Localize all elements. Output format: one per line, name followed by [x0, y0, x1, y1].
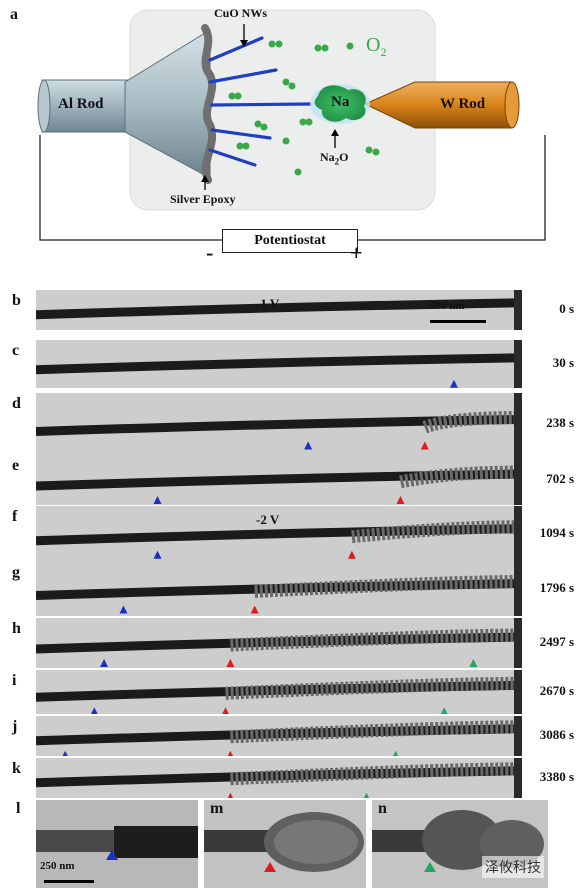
- scale-bar-label: 500 nm: [430, 300, 465, 312]
- tem-frame-d: [36, 393, 522, 455]
- tem-frame-i: [36, 670, 522, 714]
- panel-label-f: f: [12, 508, 18, 525]
- time-label: 0 s: [559, 301, 574, 316]
- time-label: 702 s: [546, 471, 574, 486]
- panel-label-n: n: [378, 800, 387, 817]
- cuo-nws-label: CuO NWs: [214, 6, 268, 20]
- minus-sign: -: [206, 240, 214, 265]
- panel-label-a: a: [10, 6, 18, 23]
- w-rod-label: W Rod: [440, 96, 486, 112]
- time-label: 238 s: [546, 415, 574, 430]
- time-label: 1094 s: [539, 525, 574, 540]
- panel-label-g: g: [12, 564, 20, 581]
- time-label: 2670 s: [539, 683, 574, 698]
- time-label: 3086 s: [539, 727, 574, 742]
- schematic-diagram: [37, 9, 546, 241]
- scale-bar-label-l: 250 nm: [40, 860, 75, 872]
- na-label: Na: [331, 94, 350, 110]
- panel-label-c: c: [12, 342, 20, 359]
- al-rod-label: Al Rod: [58, 96, 104, 112]
- panel-label-e: e: [12, 457, 20, 474]
- o2-label: O2: [366, 34, 387, 59]
- time-label: 30 s: [552, 355, 574, 370]
- tem-frame-h: [36, 618, 522, 668]
- na2o-label: Na2O: [320, 150, 349, 167]
- time-label: 3380 s: [539, 769, 574, 784]
- tem-frame-g: [36, 562, 522, 616]
- panel-label-h: h: [12, 620, 21, 637]
- potentiostat-box: Potentiostat: [222, 229, 358, 253]
- tem-frame-c: [36, 340, 522, 388]
- tem-panel-m: [204, 800, 366, 888]
- plus-sign: +: [350, 240, 363, 265]
- panel-label-k: k: [12, 760, 21, 777]
- voltage-label: -1 V: [256, 296, 280, 311]
- silver-epoxy-label: Silver Epoxy: [170, 192, 236, 206]
- watermark-text: 泽攸科技: [482, 856, 544, 878]
- panel-label-j: j: [12, 718, 18, 735]
- panel-label-l: l: [16, 800, 21, 817]
- panel-label-d: d: [12, 395, 21, 412]
- tem-frame-b: [36, 290, 522, 330]
- time-label: 1796 s: [539, 580, 574, 595]
- tem-frame-j: [36, 716, 522, 756]
- panel-label-b: b: [12, 292, 21, 309]
- voltage-label: -2 V: [256, 512, 280, 527]
- tem-frame-k: [36, 758, 522, 798]
- panel-label-i: i: [12, 672, 17, 689]
- panel-label-m: m: [210, 800, 224, 817]
- tem-panel-l: [36, 800, 198, 888]
- tem-frame-e: [36, 455, 522, 505]
- time-label: 2497 s: [539, 634, 574, 649]
- tem-frame-f: [36, 506, 522, 562]
